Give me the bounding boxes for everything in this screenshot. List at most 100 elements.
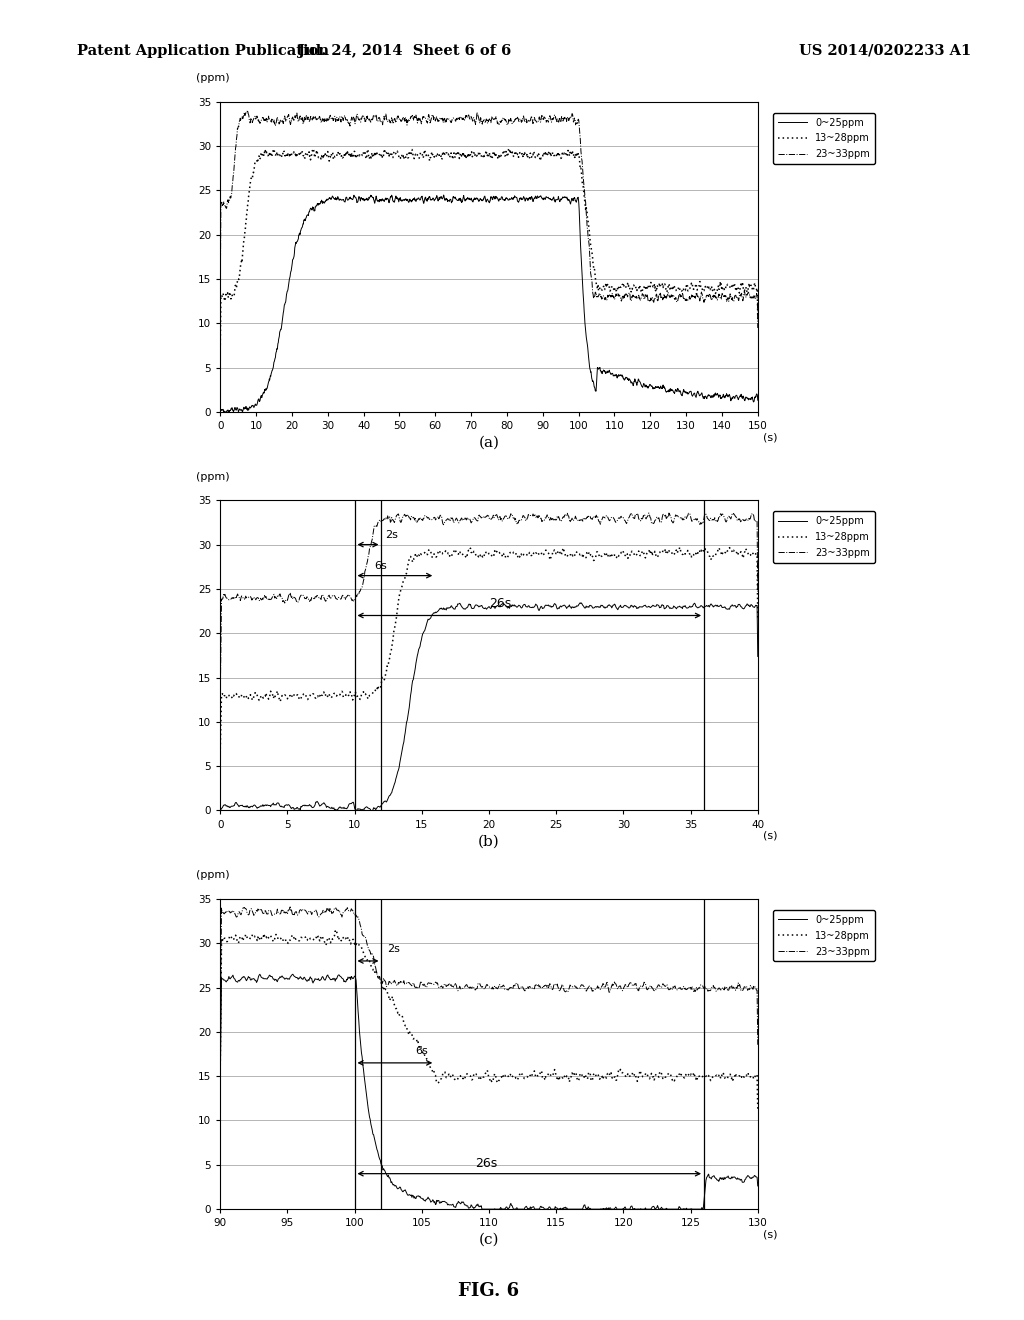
23~33ppm (752, 319, 764, 335)
0~25ppm (542, 1201, 554, 1217)
Text: 26s: 26s (489, 597, 511, 610)
Legend: 0~25ppm, 13~28ppm, 23~33ppm: 0~25ppm, 13~28ppm, 23~33ppm (773, 511, 874, 562)
0~25ppm (623, 601, 635, 616)
23~33ppm (256, 111, 268, 127)
Text: 6s: 6s (375, 561, 387, 572)
23~33ppm (278, 112, 290, 128)
23~33ppm (520, 112, 532, 128)
13~28ppm (556, 543, 568, 558)
Text: Jul. 24, 2014  Sheet 6 of 6: Jul. 24, 2014 Sheet 6 of 6 (298, 44, 511, 58)
Line: 0~25ppm: 0~25ppm (220, 195, 758, 412)
Line: 23~33ppm: 23~33ppm (220, 907, 758, 1059)
0~25ppm (214, 1085, 226, 1101)
23~33ppm (442, 111, 455, 127)
13~28ppm (256, 145, 268, 161)
23~33ppm (556, 510, 568, 525)
Text: US 2014/0202233 A1: US 2014/0202233 A1 (799, 44, 971, 58)
13~28ppm (678, 1069, 690, 1085)
Text: (c): (c) (478, 1233, 500, 1247)
23~33ppm (463, 111, 475, 127)
13~28ppm (752, 1101, 764, 1117)
0~25ppm (214, 801, 226, 817)
23~33ppm (643, 506, 655, 521)
23~33ppm (247, 906, 259, 921)
Line: 0~25ppm: 0~25ppm (220, 974, 758, 1209)
0~25ppm (247, 970, 259, 986)
Legend: 0~25ppm, 13~28ppm, 23~33ppm: 0~25ppm, 13~28ppm, 23~33ppm (773, 112, 874, 164)
0~25ppm (678, 1201, 690, 1217)
23~33ppm (678, 512, 690, 528)
Line: 13~28ppm: 13~28ppm (220, 548, 758, 754)
Text: 6s: 6s (415, 1045, 428, 1056)
Text: 2s: 2s (387, 944, 399, 954)
Line: 13~28ppm: 13~28ppm (220, 148, 758, 354)
23~33ppm (541, 508, 553, 524)
Text: (ppm): (ppm) (196, 73, 229, 83)
23~33ppm (241, 103, 253, 119)
13~28ppm (526, 548, 539, 564)
23~33ppm (214, 697, 226, 713)
13~28ppm (520, 147, 532, 162)
0~25ppm (752, 392, 764, 408)
13~28ppm (278, 143, 290, 158)
Text: (b): (b) (478, 834, 500, 849)
Text: Patent Application Publication: Patent Application Publication (77, 44, 329, 58)
Legend: 0~25ppm, 13~28ppm, 23~33ppm: 0~25ppm, 13~28ppm, 23~33ppm (773, 909, 874, 961)
0~25ppm (464, 191, 476, 207)
23~33ppm (752, 1036, 764, 1052)
Text: (s): (s) (763, 432, 777, 442)
Text: (ppm): (ppm) (196, 870, 229, 880)
23~33ppm (526, 508, 539, 524)
0~25ppm (574, 595, 587, 611)
0~25ppm (520, 190, 532, 206)
23~33ppm (454, 110, 466, 125)
0~25ppm (527, 1199, 540, 1214)
13~28ppm (463, 147, 475, 162)
13~28ppm (214, 746, 226, 762)
0~25ppm (218, 404, 230, 420)
23~33ppm (623, 977, 635, 993)
23~33ppm (752, 586, 764, 602)
0~25ppm (278, 300, 290, 315)
23~33ppm (247, 590, 259, 606)
0~25ppm (623, 1201, 635, 1217)
0~25ppm (454, 190, 466, 206)
13~28ppm (541, 543, 553, 558)
23~33ppm (214, 1051, 226, 1067)
23~33ppm (527, 981, 540, 997)
0~25ppm (287, 966, 299, 982)
13~28ppm (623, 1068, 635, 1084)
13~28ppm (622, 550, 634, 566)
0~25ppm (557, 598, 569, 614)
0~25ppm (476, 1201, 488, 1217)
0~25ppm (437, 187, 450, 203)
13~28ppm (752, 312, 764, 327)
0~25ppm (442, 193, 455, 209)
13~28ppm (247, 928, 259, 944)
13~28ppm (247, 692, 259, 708)
Text: (s): (s) (763, 830, 777, 841)
Text: 2s: 2s (385, 529, 398, 540)
23~33ppm (284, 899, 296, 915)
Line: 23~33ppm: 23~33ppm (220, 111, 758, 327)
0~25ppm (752, 648, 764, 664)
Text: FIG. 6: FIG. 6 (459, 1282, 519, 1300)
13~28ppm (541, 1068, 553, 1084)
0~25ppm (256, 388, 268, 404)
23~33ppm (678, 978, 690, 994)
Line: 23~33ppm: 23~33ppm (220, 513, 758, 705)
Line: 13~28ppm: 13~28ppm (220, 931, 758, 1109)
0~25ppm (558, 1200, 570, 1216)
0~25ppm (527, 599, 540, 615)
Text: (s): (s) (763, 1229, 777, 1239)
0~25ppm (214, 404, 226, 420)
Text: (a): (a) (478, 436, 500, 450)
23~33ppm (214, 302, 226, 318)
0~25ppm (752, 1177, 764, 1193)
13~28ppm (503, 140, 515, 156)
13~28ppm (674, 540, 686, 556)
0~25ppm (541, 598, 553, 614)
13~28ppm (527, 1065, 540, 1081)
13~28ppm (214, 1067, 226, 1082)
23~33ppm (541, 979, 553, 995)
